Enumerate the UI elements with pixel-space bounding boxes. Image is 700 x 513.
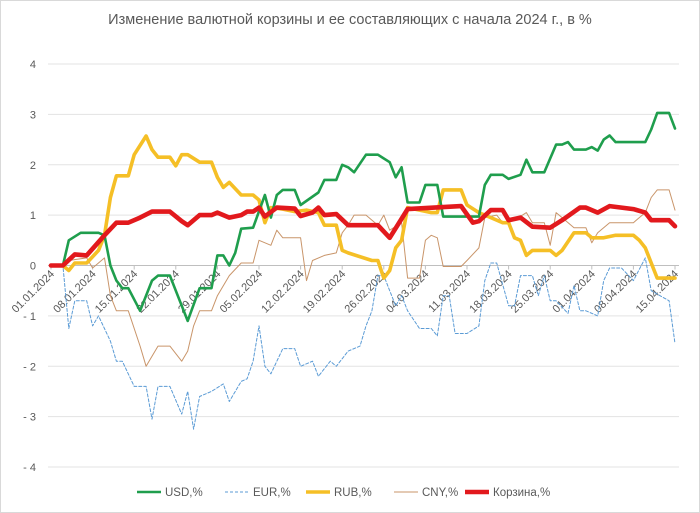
y-tick-label: - 1 [23,311,36,323]
y-tick-label: 1 [30,210,36,222]
series-line-корзина [48,203,678,268]
y-tick-label: 0 [30,261,36,273]
y-axis: 4 3 2 1 0 - 1 - 2 - 3 - 4 [23,59,36,474]
y-tick-label: - 4 [23,462,36,474]
series-line-rub [49,134,677,280]
gridlines [48,63,679,468]
legend-label: CNY,% [422,487,458,499]
legend-label: Корзина,% [493,487,550,499]
legend-label: USD,% [165,487,203,499]
legend-item: EUR,% [225,487,291,499]
y-tick-label: 3 [30,109,36,121]
legend-item: Корзина,% [465,487,550,499]
y-tick-label: 2 [30,160,36,172]
y-tick-label: - 3 [23,412,36,424]
legend: USD,% EUR,% RUB,% CNY,% Корзина,% [137,487,550,499]
legend-item: USD,% [137,487,203,499]
legend-item: RUB,% [306,487,372,499]
series-lines [48,111,678,430]
legend-label: EUR,% [253,487,291,499]
y-tick-label: - 2 [23,361,36,373]
series-line-usd [49,111,677,323]
legend-label: RUB,% [334,487,372,499]
series-line-cny [50,189,676,367]
chart-title: Изменение валютной корзины и ее составля… [108,12,592,28]
y-tick-label: 4 [30,59,36,71]
series-line-eur [50,257,676,430]
legend-item: CNY,% [394,487,458,499]
